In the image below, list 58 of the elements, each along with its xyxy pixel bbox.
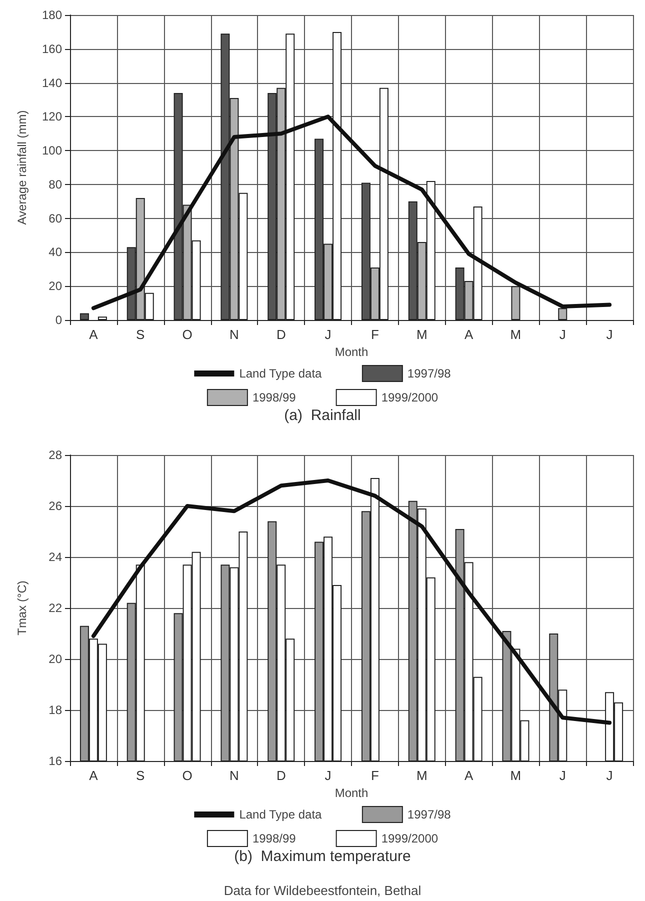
x-tick-label: O: [182, 327, 192, 342]
y-tick-label: 80: [48, 177, 62, 192]
x-tick-label: D: [276, 327, 286, 342]
x-tick-label: D: [276, 768, 286, 783]
legend-label: Land Type data: [239, 808, 322, 822]
y-tick-label: 20: [48, 279, 62, 294]
y-tick-label: 140: [42, 76, 62, 90]
x-tick-label: F: [370, 768, 379, 783]
y-tick-label: 24: [48, 550, 62, 564]
x-tick-label: F: [370, 327, 379, 342]
text: (b) Maximum temperature: [234, 848, 411, 865]
y-tick-label: 40: [48, 245, 62, 260]
x-tick-label: M: [416, 768, 428, 783]
y-tick-label: 180: [42, 8, 62, 22]
y-axis-title: Tmax (°C): [15, 580, 29, 636]
x-tick-label: A: [89, 327, 98, 342]
x-tick-label: A: [464, 327, 474, 342]
legend-label: 1997/98: [407, 366, 452, 380]
legend-label: 1998/99: [252, 390, 296, 404]
legend-label: 1999/2000: [381, 390, 438, 404]
x-tick-label: M: [510, 327, 522, 342]
y-tick-label: 22: [48, 601, 62, 615]
y-tick-label: 16: [48, 754, 62, 768]
x-tick-label: J: [559, 327, 566, 342]
x-tick-label: J: [559, 768, 566, 783]
x-tick-label: A: [464, 768, 474, 783]
y-tick-label: 0: [55, 313, 62, 327]
x-tick-label: J: [606, 327, 613, 342]
x-tick-label: N: [230, 768, 239, 783]
y-tick-label: 160: [42, 42, 62, 56]
x-tick-label: A: [89, 768, 98, 783]
x-tick-label: S: [136, 327, 146, 342]
legend-label: Land Type data: [239, 366, 322, 380]
line-series: [91, 114, 612, 310]
x-axis-title: Month: [334, 345, 368, 359]
y-tick-label: 20: [48, 652, 62, 666]
x-tick-label: M: [510, 768, 522, 783]
x-axis-title: Month: [334, 786, 368, 800]
y-tick-label: 100: [42, 144, 62, 158]
x-tick-label: N: [230, 327, 239, 342]
y-axis-title: Average rainfall (mm): [15, 110, 29, 225]
text: Data for Wildebeestfontein, Bethal: [224, 883, 422, 898]
legend-label: 1997/98: [407, 808, 452, 822]
legend-label: 1998/99: [252, 832, 296, 846]
y-tick-label: 60: [48, 211, 62, 226]
y-tick-label: 18: [48, 703, 62, 717]
legend-label: 1999/2000: [381, 832, 438, 846]
x-tick-label: J: [324, 327, 332, 342]
x-tick-label: O: [182, 768, 192, 783]
x-tick-label: J: [606, 768, 613, 783]
y-tick-label: 26: [48, 499, 62, 513]
line-series: [91, 478, 612, 725]
y-tick-label: 28: [48, 448, 62, 462]
text: (a) Rainfall: [284, 407, 361, 424]
x-tick-label: M: [416, 327, 428, 342]
y-tick-label: 120: [42, 110, 62, 124]
x-tick-label: S: [136, 768, 146, 783]
x-tick-label: J: [324, 768, 332, 783]
